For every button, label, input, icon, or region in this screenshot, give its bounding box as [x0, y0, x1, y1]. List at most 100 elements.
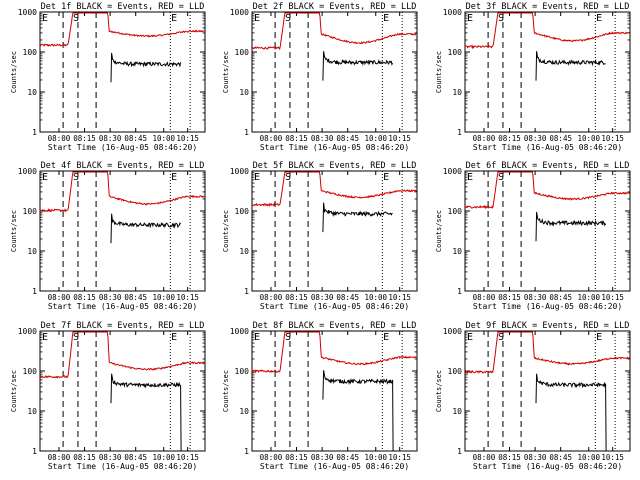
x-tick-label: 08:45	[336, 293, 359, 302]
x-tick-label: 08:45	[124, 134, 147, 143]
y-tick-label: 1	[32, 128, 37, 137]
marker-label-e-start: E	[254, 13, 260, 24]
x-tick-label: 08:00	[48, 453, 71, 462]
x-axis-label: Start Time (16-Aug-05 08:46:20)	[48, 143, 197, 152]
x-tick-label: 10:15	[601, 134, 624, 143]
series-lld-line	[251, 171, 417, 207]
y-tick-label: 1	[244, 447, 249, 456]
marker-label-s: S	[73, 332, 79, 343]
plot-title: Det 5f BLACK = Events, RED = LLD	[253, 161, 417, 171]
marker-label-s: S	[285, 172, 291, 183]
y-axis-label: Counts/sec	[222, 51, 230, 93]
x-tick-label: 08:15	[285, 134, 308, 143]
series-lld-line	[251, 331, 417, 374]
x-axis-label: Start Time (16-Aug-05 08:46:20)	[473, 462, 622, 471]
x-tick-label: 08:30	[311, 453, 334, 462]
x-tick-label: 08:15	[285, 453, 308, 462]
series-lld-line	[39, 12, 205, 47]
detector-plot-3: Det 3f BLACK = Events, RED = LLD 1 10 100 10…	[435, 2, 631, 152]
marker-label-e-end: E	[171, 332, 177, 343]
marker-label-s: S	[73, 172, 79, 183]
x-axis-label: Start Time (16-Aug-05 08:46:20)	[48, 302, 197, 311]
x-tick-label: 08:00	[260, 134, 283, 143]
x-tick-label: 10:15	[176, 293, 199, 302]
x-axis-label: Start Time (16-Aug-05 08:46:20)	[260, 462, 409, 471]
x-tick-label: 08:15	[73, 134, 96, 143]
x-tick-label: 08:30	[524, 453, 547, 462]
marker-label-e-end: E	[171, 13, 177, 24]
marker-label-e-end: E	[596, 13, 602, 24]
series-lld-line	[464, 171, 630, 210]
y-tick-label: 100	[23, 207, 38, 216]
y-tick-label: 10	[27, 407, 37, 416]
marker-label-e-start: E	[42, 13, 48, 24]
y-tick-label: 1000	[18, 327, 37, 336]
plot-title: Det 9f BLACK = Events, RED = LLD	[466, 321, 630, 331]
series-events-line	[110, 213, 181, 244]
y-tick-label: 10	[239, 247, 249, 256]
x-tick-label: 08:00	[260, 453, 283, 462]
marker-label-e-start: E	[467, 172, 473, 183]
marker-label-e-end: E	[383, 13, 389, 24]
plot-title: Det 2f BLACK = Events, RED = LLD	[253, 2, 417, 12]
x-tick-label: 08:15	[498, 293, 521, 302]
x-tick-label: 08:15	[285, 293, 308, 302]
series-events-line	[110, 373, 182, 452]
x-tick-label: 10:00	[577, 134, 600, 143]
y-tick-label: 100	[235, 367, 250, 376]
y-tick-label: 10	[452, 88, 462, 97]
x-tick-label: 10:00	[152, 453, 175, 462]
x-tick-label: 10:00	[577, 293, 600, 302]
x-axis-label: Start Time (16-Aug-05 08:46:20)	[260, 143, 409, 152]
y-tick-label: 1	[457, 447, 462, 456]
y-tick-label: 100	[448, 48, 463, 57]
x-tick-label: 10:15	[388, 453, 411, 462]
x-tick-label: 08:00	[473, 134, 496, 143]
x-tick-label: 08:00	[473, 453, 496, 462]
x-tick-label: 10:15	[388, 293, 411, 302]
detector-plot-2: Det 2f BLACK = Events, RED = LLD 1 10 100 10…	[222, 2, 418, 152]
series-events-line	[535, 211, 607, 242]
y-tick-label: 1	[457, 287, 462, 296]
marker-label-e-start: E	[467, 332, 473, 343]
marker-label-e-end: E	[596, 332, 602, 343]
x-tick-label: 08:45	[549, 134, 572, 143]
y-tick-label: 10	[452, 247, 462, 256]
y-tick-label: 1	[32, 287, 37, 296]
x-tick-label: 10:00	[152, 134, 175, 143]
x-tick-label: 08:30	[99, 293, 122, 302]
series-events-line	[322, 370, 394, 452]
y-axis-label: Counts/sec	[222, 370, 230, 412]
y-tick-label: 1000	[443, 8, 462, 17]
y-tick-label: 100	[235, 207, 250, 216]
x-tick-label: 08:15	[73, 453, 96, 462]
x-tick-label: 08:30	[99, 134, 122, 143]
y-tick-label: 100	[23, 367, 38, 376]
y-axis-label: Counts/sec	[435, 370, 443, 412]
y-axis-label: Counts/sec	[435, 210, 443, 252]
x-tick-label: 10:15	[176, 134, 199, 143]
x-tick-label: 10:15	[601, 293, 624, 302]
y-tick-label: 100	[448, 367, 463, 376]
y-axis-label: Counts/sec	[10, 51, 18, 93]
x-axis-label: Start Time (16-Aug-05 08:46:20)	[473, 302, 622, 311]
x-tick-label: 08:15	[73, 293, 96, 302]
y-tick-label: 10	[27, 88, 37, 97]
x-axis-label: Start Time (16-Aug-05 08:46:20)	[48, 462, 197, 471]
y-axis-label: Counts/sec	[222, 210, 230, 252]
plot-frame	[464, 11, 631, 133]
plot-frame	[39, 11, 206, 133]
y-tick-label: 1000	[230, 8, 249, 17]
marker-label-e-start: E	[42, 172, 48, 183]
x-tick-label: 08:15	[498, 134, 521, 143]
detector-plot-1: Det 1f BLACK = Events, RED = LLD 1 10 100 10…	[10, 2, 206, 152]
marker-label-e-start: E	[467, 13, 473, 24]
x-axis-label: Start Time (16-Aug-05 08:46:20)	[473, 143, 622, 152]
x-tick-label: 08:30	[311, 293, 334, 302]
y-tick-label: 1	[457, 128, 462, 137]
y-tick-label: 1000	[18, 167, 37, 176]
plot-title: Det 8f BLACK = Events, RED = LLD	[253, 321, 417, 331]
marker-label-e-end: E	[596, 172, 602, 183]
marker-label-s: S	[285, 332, 291, 343]
detector-plot-6: Det 6f BLACK = Events, RED = LLD 1 10 100 10…	[435, 161, 631, 311]
